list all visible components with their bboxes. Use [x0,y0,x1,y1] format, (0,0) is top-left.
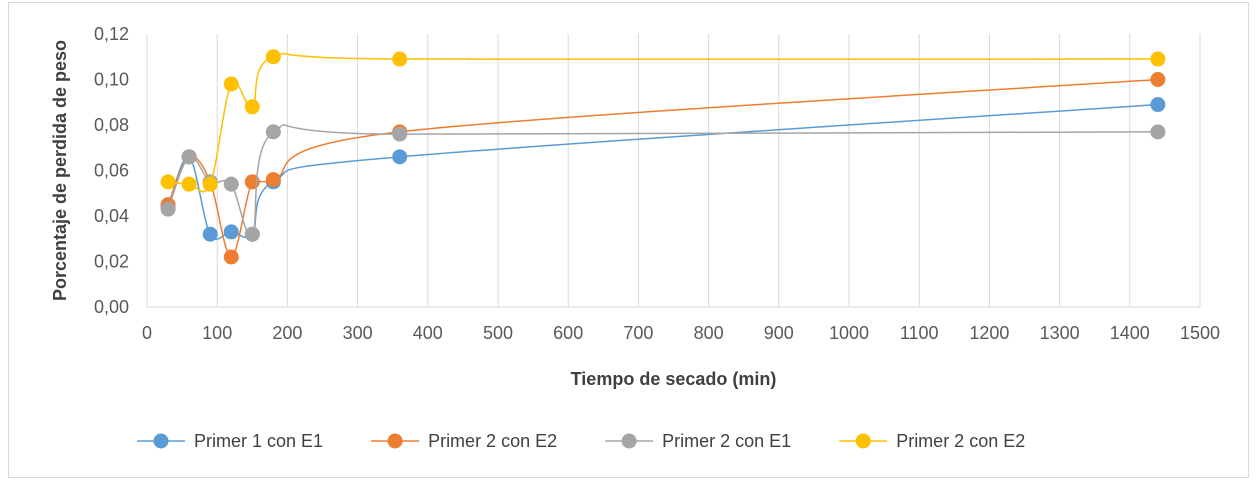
series-line [167,78,1158,258]
x-tick-label: 0 [142,323,152,343]
x-axis-title: Tiempo de secado (min) [571,369,777,389]
x-tick-label: 400 [413,323,443,343]
data-point [392,149,408,165]
x-tick-label: 300 [343,323,373,343]
data-point [160,174,176,190]
legend-label: Primer 1 con E1 [194,431,323,451]
y-tick-label: 0,12 [94,24,129,44]
series-3 [160,124,1166,242]
y-axis-title: Porcentaje de perdida de peso [50,40,70,301]
data-point [1150,124,1166,140]
data-point [265,172,281,188]
y-tick-label: 0,08 [94,115,129,135]
x-tick-label: 600 [553,323,583,343]
series-line [167,124,1158,236]
legend-marker [153,433,169,449]
grid-layer [146,34,1201,307]
y-tick-label: 0,02 [94,252,129,272]
data-point [202,176,218,192]
legend-label: Primer 2 con E2 [428,431,557,451]
data-point [202,226,218,242]
x-tick-label: 100 [202,323,232,343]
data-point [1150,51,1166,67]
data-point [1150,72,1166,87]
series-layer [160,49,1166,265]
x-tick-label: 1500 [1180,323,1220,343]
axis-layer: 0 100 200 300 400 500 600 700 800 900 1000 1100 1200… [94,24,1220,343]
x-tick-label: 1300 [1040,323,1080,343]
series-line [167,52,1158,193]
x-tick-label: 200 [272,323,302,343]
data-point [223,176,239,192]
data-point [265,124,281,140]
x-tick-label: 1200 [969,323,1009,343]
x-tick-label: 800 [694,323,724,343]
data-point [181,176,197,192]
data-point [223,224,239,240]
series-line [167,103,1158,240]
legend-marker [387,433,403,449]
legend-item: Primer 1 con E1 [137,431,323,451]
series-2 [160,72,1166,265]
series-1 [160,97,1166,242]
legend-marker [855,433,871,449]
data-point [223,76,239,92]
series-4 [160,49,1166,193]
legend-item: Primer 2 con E2 [839,431,1025,451]
data-point [160,201,176,217]
x-tick-label: 1400 [1110,323,1150,343]
y-tick-label: 0,06 [94,161,129,181]
data-point [181,149,197,165]
legend-label: Primer 2 con E2 [896,431,1025,451]
data-point [265,49,281,65]
data-point [244,226,260,242]
legend-item: Primer 2 con E1 [605,431,791,451]
x-tick-label: 700 [623,323,653,343]
x-tick-label: 1100 [900,323,939,343]
y-tick-label: 0,04 [94,206,129,226]
data-point [392,126,408,142]
legend-marker [621,433,637,449]
data-point [244,99,260,115]
data-point [223,249,239,265]
y-tick-label: 0,10 [94,70,129,90]
data-point [1150,97,1166,113]
data-point [392,51,408,67]
x-tick-label: 1000 [829,323,869,343]
x-tick-label: 900 [764,323,794,343]
legend-item: Primer 2 con E2 [371,431,557,451]
legend-label: Primer 2 con E1 [662,431,791,451]
y-tick-label: 0,00 [94,297,129,317]
x-tick-label: 500 [483,323,513,343]
legend: Primer 1 con E1 Primer 2 con E2 Primer 2 c… [137,431,1025,451]
